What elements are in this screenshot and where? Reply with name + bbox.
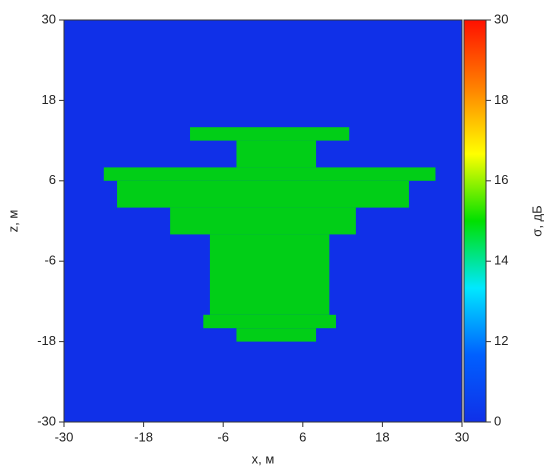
x-tick-label: 30	[455, 429, 469, 444]
x-tick-label: -6	[217, 429, 229, 444]
y-tick-label: -30	[37, 413, 56, 428]
heatmap-cell	[203, 314, 336, 329]
colorbar-tick-label: 16	[494, 172, 508, 187]
x-tick-label: -18	[134, 429, 153, 444]
heatmap-cell	[170, 207, 356, 235]
colorbar-tick-label: 12	[494, 333, 508, 348]
heatmap-cell	[190, 127, 350, 141]
y-tick-label: 18	[42, 92, 56, 107]
x-axis-label: x, м	[252, 451, 275, 466]
colorbar-tick-label: 0	[494, 413, 501, 428]
x-tick-label: -30	[55, 429, 74, 444]
colorbar-tick-label: 14	[494, 253, 508, 268]
y-tick-label: 6	[49, 172, 56, 187]
colorbar-tick-label: 18	[494, 92, 508, 107]
y-axis-label: z, м	[5, 210, 20, 233]
y-tick-label: -18	[37, 333, 56, 348]
colorbar-tick-label: 30	[494, 11, 508, 26]
y-tick-label: 30	[42, 11, 56, 26]
colorbar-label: σ, дБ	[529, 205, 544, 236]
colorbar	[463, 19, 487, 423]
heatmap-cell	[209, 234, 330, 315]
heatmap-cell	[236, 140, 317, 168]
y-tick-label: -6	[44, 253, 56, 268]
heatmap-cell	[236, 328, 317, 342]
x-tick-label: 18	[375, 429, 389, 444]
heatmap-cell	[103, 167, 436, 181]
plot-frame	[63, 19, 463, 423]
x-tick-label: 6	[299, 429, 306, 444]
heatmap-cell	[117, 180, 409, 208]
